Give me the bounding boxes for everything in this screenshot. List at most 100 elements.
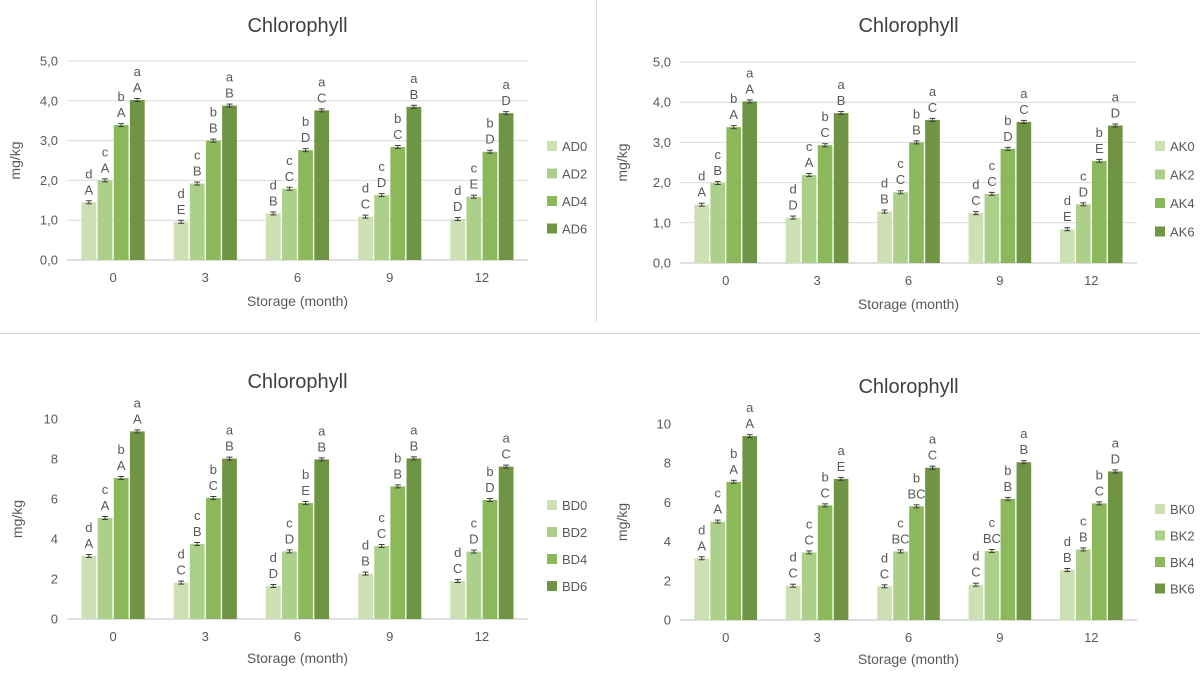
- y-tick-label: 4,0: [40, 93, 58, 108]
- legend-swatch-bk0: [1155, 504, 1165, 514]
- significance-lower: c: [1080, 168, 1087, 183]
- x-tick-label: 3: [813, 630, 820, 645]
- significance-upper: A: [745, 81, 754, 96]
- significance-lower: d: [177, 186, 184, 201]
- significance-lower: b: [118, 442, 125, 457]
- significance-lower: d: [362, 538, 369, 553]
- y-tick-label: 0: [51, 612, 58, 627]
- bar-ak4-9: [1000, 148, 1016, 263]
- bar-ak2-9: [984, 193, 1000, 263]
- significance-upper: E: [837, 459, 846, 474]
- significance-upper: B: [880, 192, 889, 207]
- legend-label-ad4: AD4: [562, 194, 587, 209]
- x-tick-label: 0: [109, 629, 116, 644]
- bar-bd6-9: [406, 458, 422, 619]
- bar-bd4-3: [205, 498, 221, 619]
- chart-title: Chlorophyll: [247, 371, 347, 393]
- significance-upper: D: [269, 566, 278, 581]
- significance-lower: c: [286, 153, 293, 168]
- y-axis-label: mg/kg: [614, 143, 630, 181]
- bar-ak0-6: [877, 211, 892, 263]
- chart-title: Chlorophyll: [247, 15, 347, 37]
- bar-bd4-12: [482, 500, 498, 619]
- bar-bd0-6: [265, 586, 281, 619]
- bar-ak4-3: [817, 145, 833, 263]
- significance-lower: a: [226, 70, 234, 85]
- bar-ak6-12: [1107, 125, 1123, 264]
- significance-upper: C: [209, 478, 218, 493]
- significance-upper: D: [301, 130, 310, 145]
- bar-bk0-12: [1059, 570, 1075, 620]
- legend-label-ad2: AD2: [562, 167, 587, 182]
- bar-ak0-3: [785, 217, 801, 263]
- bar-ad6-6: [314, 110, 330, 261]
- bar-bd0-9: [358, 573, 373, 619]
- significance-lower: c: [989, 158, 996, 173]
- significance-lower: b: [302, 114, 309, 129]
- bar-ad0-0: [81, 202, 97, 260]
- significance-lower: b: [821, 109, 828, 124]
- significance-upper: B: [713, 163, 722, 178]
- significance-lower: d: [881, 176, 888, 191]
- y-tick-label: 5,0: [40, 54, 58, 69]
- bar-ad0-3: [173, 221, 189, 260]
- x-tick-label: 3: [813, 273, 820, 288]
- x-tick-label: 6: [905, 630, 912, 645]
- legend-label-ad6: AD6: [562, 222, 587, 237]
- significance-upper: D: [485, 132, 494, 147]
- significance-lower: b: [210, 105, 217, 120]
- bar-ak0-9: [968, 213, 984, 263]
- significance-upper: B: [1004, 479, 1013, 494]
- significance-lower: c: [806, 139, 813, 154]
- significance-upper: D: [453, 199, 462, 214]
- significance-lower: a: [837, 77, 845, 92]
- legend-swatch-ak6: [1155, 226, 1165, 237]
- significance-upper: A: [85, 536, 94, 551]
- significance-upper: E: [301, 483, 310, 498]
- significance-lower: d: [454, 183, 461, 198]
- bar-ak6-9: [1016, 121, 1032, 263]
- significance-upper: E: [1095, 141, 1104, 156]
- x-tick-label: 6: [294, 629, 301, 644]
- bar-bd2-9: [374, 546, 390, 619]
- significance-lower: d: [972, 549, 979, 564]
- bar-bk4-6: [909, 506, 924, 620]
- bar-bk2-9: [984, 551, 1000, 620]
- significance-lower: a: [502, 77, 510, 92]
- bar-ak2-0: [710, 183, 726, 263]
- legend-label-ak0: AK0: [1170, 139, 1195, 154]
- significance-upper: BC: [891, 531, 909, 546]
- bar-bd4-6: [298, 503, 313, 619]
- significance-lower: c: [102, 144, 109, 159]
- bar-bk6-6: [925, 467, 940, 620]
- significance-lower: d: [698, 522, 705, 537]
- bar-bd6-3: [222, 458, 237, 619]
- bar-bd2-6: [282, 551, 297, 619]
- significance-upper: B: [209, 121, 218, 136]
- significance-lower: d: [362, 181, 369, 196]
- significance-upper: C: [820, 125, 829, 140]
- significance-upper: A: [729, 462, 738, 477]
- legend-label-ak6: AK6: [1170, 225, 1195, 240]
- y-axis-label: mg/kg: [9, 500, 25, 538]
- bar-bk2-6: [893, 551, 908, 620]
- bar-bk4-9: [1000, 498, 1016, 620]
- significance-lower: a: [1020, 86, 1028, 101]
- significance-lower: d: [789, 182, 796, 197]
- significance-upper: A: [133, 411, 142, 426]
- bar-bk4-12: [1091, 503, 1107, 620]
- bar-ad4-9: [390, 146, 406, 260]
- significance-upper: D: [485, 480, 494, 495]
- chart-panel-bd: Chlorophyll 0 2 4 6 8 10 mg/kg Storage (month) 0 A…: [9, 371, 587, 666]
- significance-upper: C: [176, 563, 185, 578]
- legend-swatch-ak4: [1155, 198, 1165, 208]
- significance-upper: C: [804, 532, 813, 547]
- y-tick-label: 0,0: [653, 256, 671, 271]
- legend-label-bd6: BD6: [562, 579, 587, 594]
- significance-lower: b: [394, 111, 401, 126]
- significance-upper: B: [225, 439, 234, 454]
- significance-upper: D: [1111, 451, 1120, 466]
- significance-upper: A: [745, 416, 754, 431]
- bar-bk0-3: [785, 585, 801, 620]
- bar-bk4-0: [726, 481, 742, 620]
